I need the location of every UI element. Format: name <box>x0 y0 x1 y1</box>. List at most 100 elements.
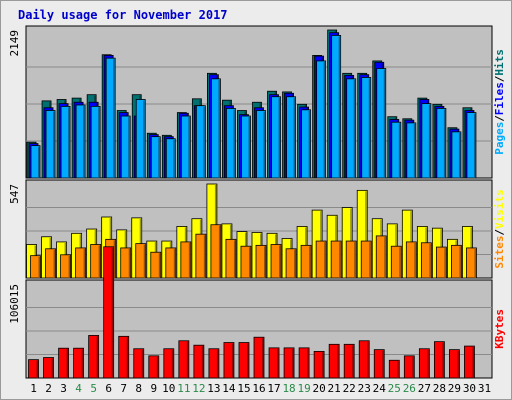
bar-pages-day-22 <box>346 78 357 179</box>
bar-pages-day-8 <box>135 99 146 179</box>
bar-pages-day-13 <box>211 78 221 179</box>
x-tick-label-10: 10 <box>162 382 175 395</box>
x-tick-label-11: 11 <box>177 382 190 395</box>
bar-kbytes-day-1 <box>28 359 39 379</box>
bar-sites-day-16 <box>255 244 267 279</box>
legend-pages: Pages <box>493 122 506 155</box>
bar-pages-day-10 <box>165 138 176 179</box>
legend-hits: Hits <box>493 49 506 76</box>
bar-sites-day-20 <box>315 240 327 279</box>
bar-pages-day-1 <box>30 145 41 179</box>
bar-kbytes-day-14 <box>223 342 235 379</box>
chart-title: Daily usage for November 2017 <box>18 8 228 22</box>
bar-pages-day-18 <box>286 96 296 179</box>
bar-kbytes-day-19 <box>298 347 310 379</box>
bar-pages-day-12 <box>195 105 206 179</box>
bar-sites-day-2 <box>45 248 56 279</box>
bar-sites-day-27 <box>420 242 432 279</box>
bar-pages-day-26 <box>406 122 417 179</box>
x-tick-label-17: 17 <box>267 382 280 395</box>
bar-kbytes-day-16 <box>253 336 265 379</box>
bar-sites-day-4 <box>75 247 87 279</box>
bar-kbytes-day-27 <box>418 348 430 379</box>
bar-pages-day-9 <box>150 136 161 179</box>
bar-pages-day-19 <box>301 109 311 179</box>
bar-sites-day-26 <box>405 241 417 279</box>
bar-sites-day-21 <box>330 240 342 279</box>
x-tick-label-12: 12 <box>192 382 205 395</box>
bar-kbytes-day-6 <box>103 246 115 379</box>
bar-sites-day-1 <box>30 255 41 279</box>
bar-sites-day-5 <box>90 244 102 279</box>
bar-sites-day-12 <box>195 233 207 279</box>
bar-kbytes-day-3 <box>58 347 69 379</box>
bar-sites-day-22 <box>345 240 357 279</box>
bar-sites-day-30 <box>466 247 477 279</box>
bar-kbytes-day-13 <box>208 348 220 379</box>
x-tick-label-31: 31 <box>478 382 491 395</box>
bar-kbytes-day-22 <box>343 343 355 379</box>
bar-kbytes-day-20 <box>313 350 325 379</box>
panel-3: 106015 KBytes <box>8 246 506 379</box>
x-tick-label-9: 9 <box>150 382 157 395</box>
x-tick-label-27: 27 <box>418 382 431 395</box>
x-tick-label-5: 5 <box>90 382 97 395</box>
bar-sites-day-3 <box>60 254 71 279</box>
x-tick-label-16: 16 <box>252 382 265 395</box>
legend-separator: / <box>493 229 506 236</box>
bar-sites-day-7 <box>120 247 132 279</box>
bar-pages-day-27 <box>421 103 432 179</box>
x-tick-label-24: 24 <box>373 382 387 395</box>
panel-2-legend: Sites/Visits <box>493 189 506 268</box>
x-tick-label-14: 14 <box>222 382 236 395</box>
bar-kbytes-day-15 <box>238 342 250 379</box>
bar-sites-day-8 <box>135 243 147 279</box>
bar-pages-day-17 <box>271 96 281 179</box>
bar-pages-day-15 <box>241 115 251 179</box>
bar-kbytes-day-17 <box>268 347 280 379</box>
bar-pages-day-16 <box>256 110 266 179</box>
x-tick-label-6: 6 <box>105 382 112 395</box>
bar-sites-day-17 <box>270 244 282 279</box>
bar-kbytes-day-26 <box>403 355 415 379</box>
x-tick-label-28: 28 <box>433 382 446 395</box>
legend-visits: Visits <box>493 189 506 229</box>
x-tick-label-25: 25 <box>388 382 401 395</box>
bar-sites-day-19 <box>300 244 312 279</box>
bar-kbytes-day-5 <box>88 335 100 379</box>
x-tick-label-26: 26 <box>403 382 416 395</box>
bar-pages-day-23 <box>361 77 372 179</box>
bar-kbytes-day-10 <box>163 348 175 379</box>
bar-pages-day-20 <box>316 60 327 179</box>
x-tick-label-21: 21 <box>328 382 341 395</box>
x-tick-label-23: 23 <box>358 382 371 395</box>
bar-kbytes-day-23 <box>358 340 370 379</box>
bar-pages-day-29 <box>451 131 462 179</box>
bar-kbytes-day-8 <box>133 348 145 379</box>
bar-sites-day-9 <box>150 251 162 279</box>
x-tick-label-20: 20 <box>313 382 326 395</box>
bar-kbytes-day-12 <box>193 344 205 379</box>
panel-1-legend: Pages/Files/Hits <box>493 49 506 155</box>
x-tick-label-2: 2 <box>45 382 52 395</box>
bar-kbytes-day-24 <box>373 349 385 379</box>
bar-sites-day-29 <box>451 244 462 279</box>
bar-pages-day-7 <box>120 115 131 179</box>
x-tick-label-30: 30 <box>463 382 476 395</box>
bar-pages-day-30 <box>466 112 477 179</box>
panel-3-legend: KBytes <box>493 309 506 349</box>
bar-pages-day-6 <box>105 57 116 179</box>
x-tick-label-4: 4 <box>75 382 82 395</box>
x-tick-label-22: 22 <box>343 382 356 395</box>
x-axis-labels: 1 2 3 4 5 6 7 8 9 10 11 12 13 14 15 16 17 18 19 20 21 22 23 24 2… <box>30 382 491 395</box>
bar-kbytes-day-29 <box>449 349 460 379</box>
x-tick-label-8: 8 <box>135 382 142 395</box>
bar-pages-day-21 <box>331 35 342 179</box>
bar-sites-day-23 <box>360 240 372 279</box>
bar-sites-day-11 <box>180 241 192 279</box>
bar-pages-day-2 <box>45 110 56 179</box>
legend-kbytes: KBytes <box>493 309 506 349</box>
bar-kbytes-day-2 <box>43 357 54 379</box>
bar-kbytes-day-4 <box>73 347 85 379</box>
bar-pages-day-5 <box>90 105 101 179</box>
